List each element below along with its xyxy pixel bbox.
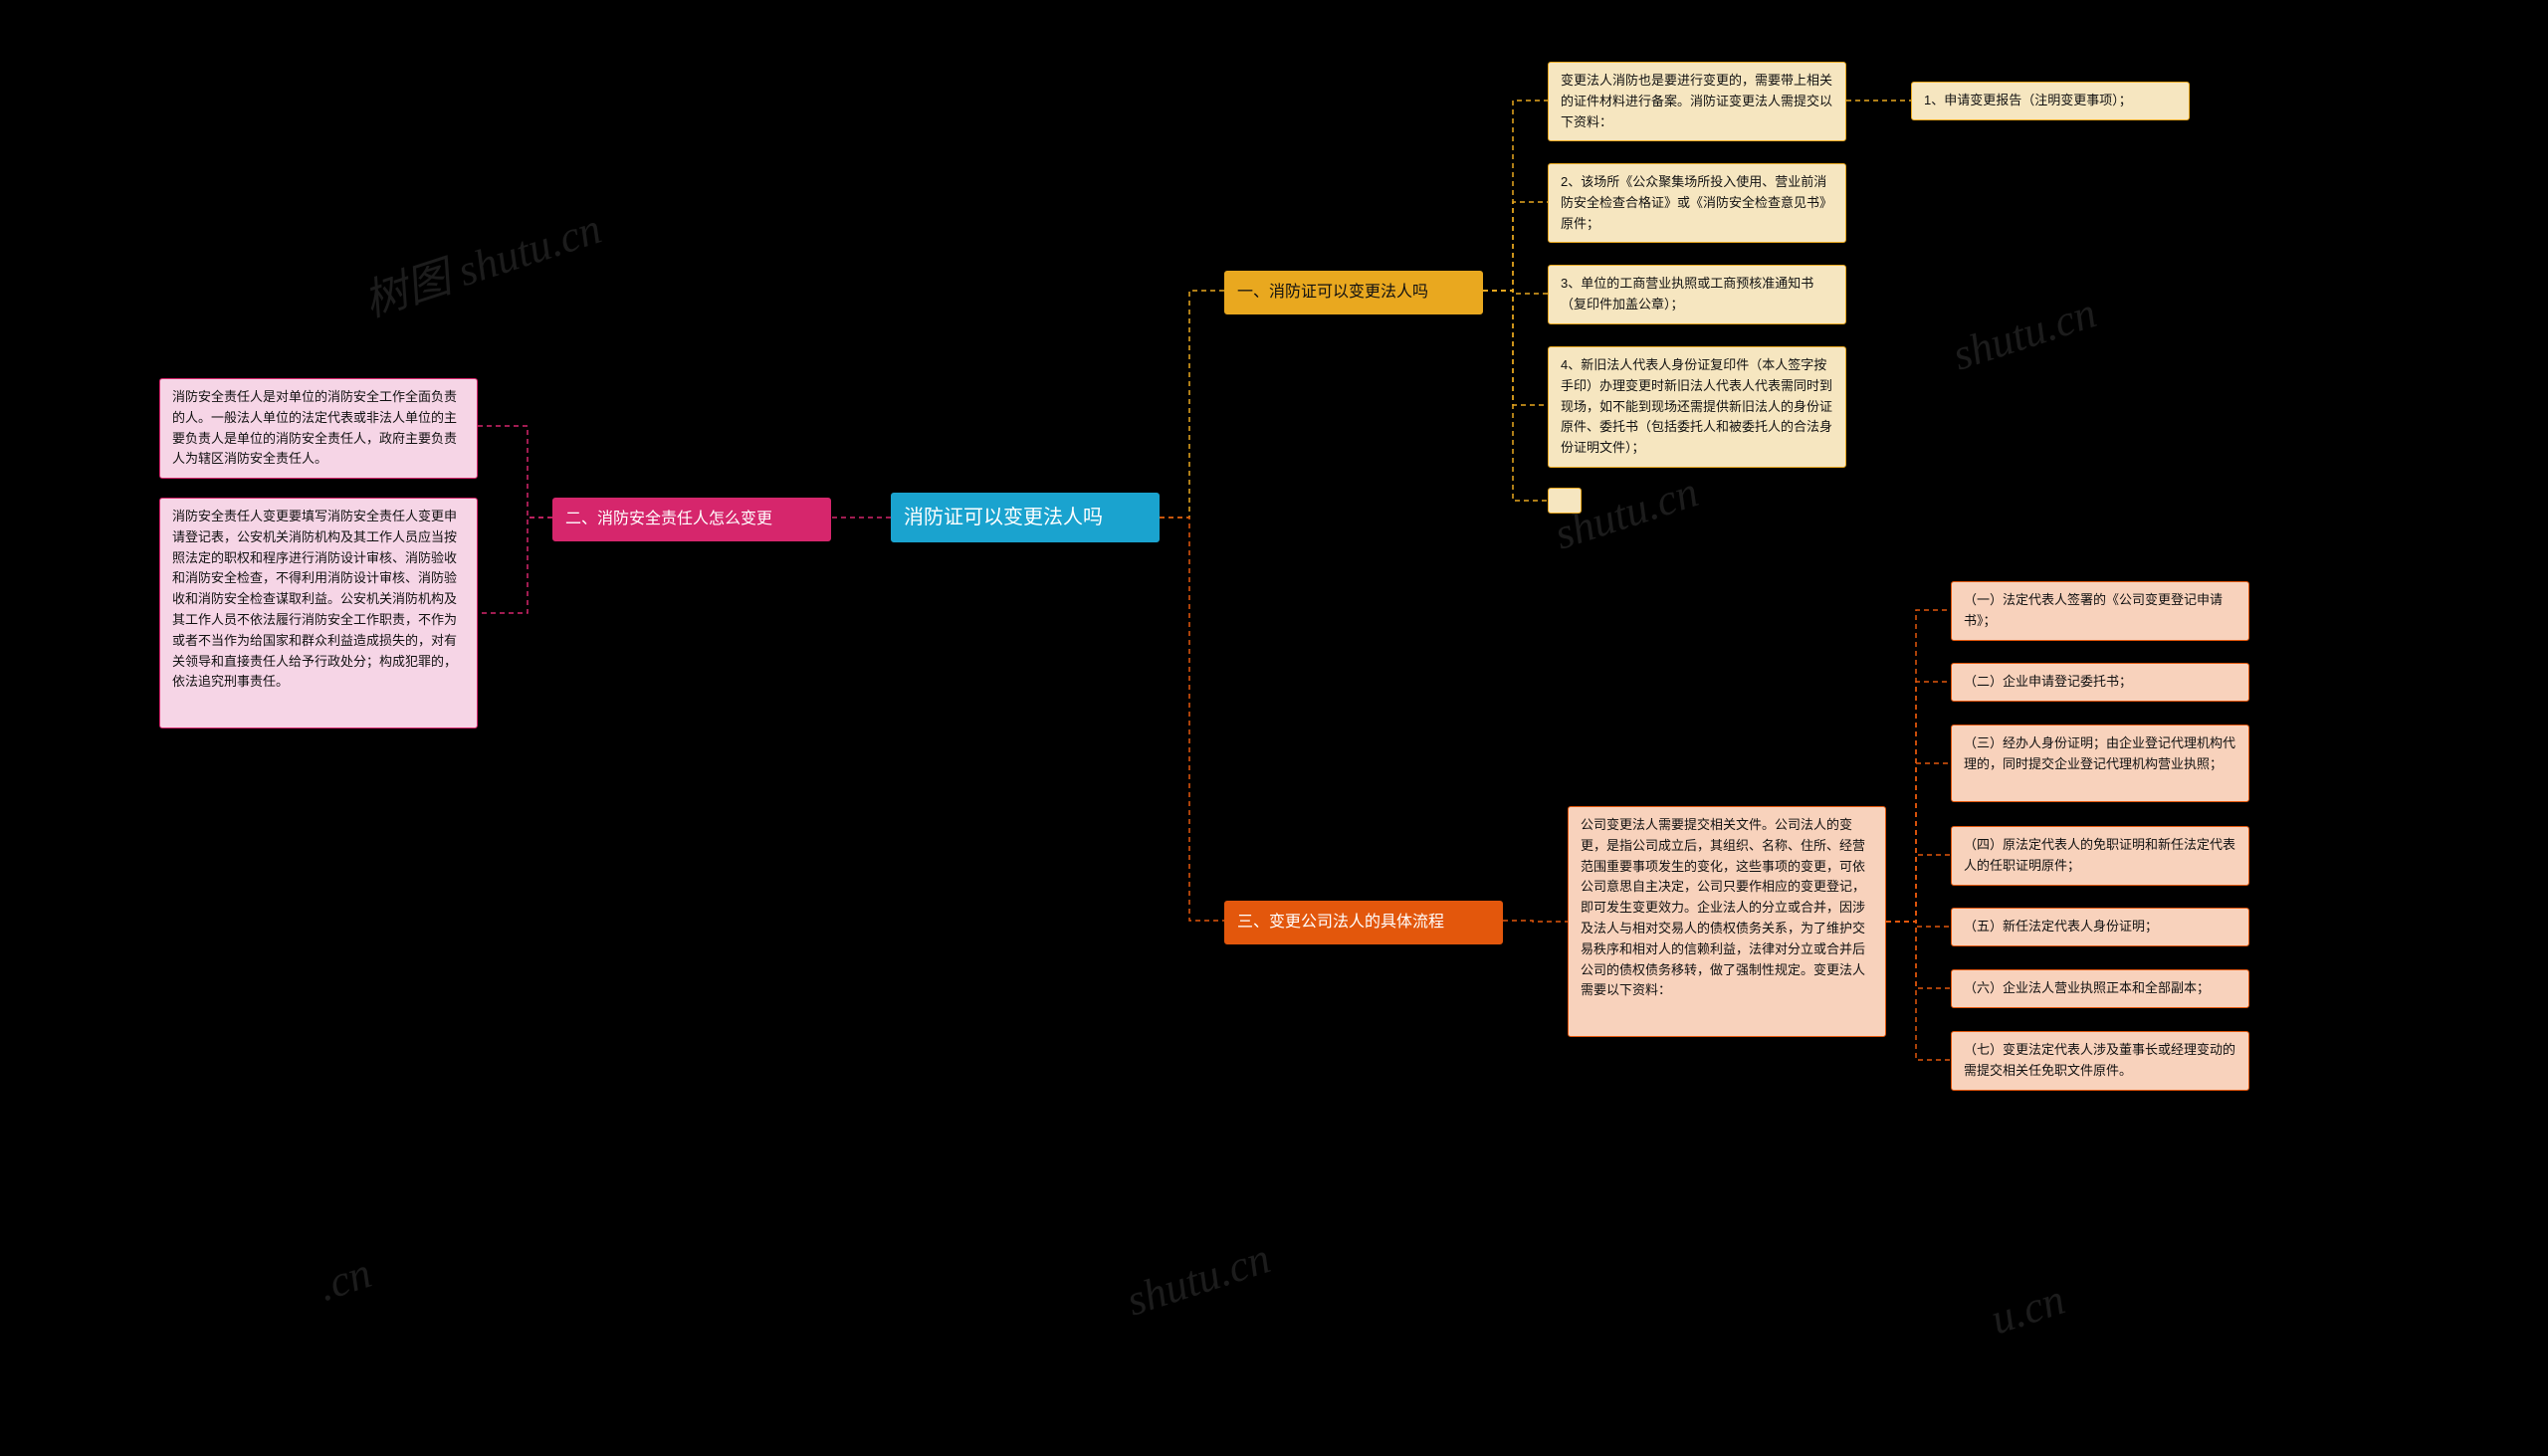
watermark: shutu.cn: [1947, 287, 2102, 380]
watermark: .cn: [312, 1247, 377, 1312]
branch-bottom-sub-3: （四）原法定代表人的免职证明和新任法定代表人的任职证明原件；: [1951, 826, 2249, 886]
root-node: 消防证可以变更法人吗: [891, 493, 1160, 542]
branch-bottom-sub-6: （七）变更法定代表人涉及董事长或经理变动的需提交相关任免职文件原件。: [1951, 1031, 2249, 1091]
watermark: shutu.cn: [1121, 1232, 1276, 1326]
watermark: u.cn: [1985, 1274, 2071, 1346]
branch-bottom-sub-5: （六）企业法人营业执照正本和全部副本；: [1951, 969, 2249, 1008]
branch-bottom-sub-1: （二）企业申请登记委托书；: [1951, 663, 2249, 702]
branch-top-child-0: 变更法人消防也是要进行变更的，需要带上相关的证件材料进行备案。消防证变更法人需提…: [1548, 62, 1846, 141]
watermark: 树图 shutu.cn: [354, 192, 608, 328]
branch-bottom-sub-2: （三）经办人身份证明；由企业登记代理机构代理的，同时提交企业登记代理机构营业执照…: [1951, 725, 2249, 802]
branch-top-child-1: 2、该场所《公众聚集场所投入使用、营业前消防安全检查合格证》或《消防安全检查意见…: [1548, 163, 1846, 243]
branch-bottom-title: 三、变更公司法人的具体流程: [1224, 901, 1503, 944]
branch-bottom-sub-0: （一）法定代表人签署的《公司变更登记申请书》；: [1951, 581, 2249, 641]
branch-top-child-3: 4、新旧法人代表人身份证复印件（本人签字按手印）办理变更时新旧法人代表人代表需同…: [1548, 346, 1846, 468]
branch-left-title: 二、消防安全责任人怎么变更: [552, 498, 831, 541]
branch-bottom-child: 公司变更法人需要提交相关文件。公司法人的变更，是指公司成立后，其组织、名称、住所…: [1568, 806, 1886, 1037]
branch-top-child-0-sub-0: 1、申请变更报告（注明变更事项）；: [1911, 82, 2190, 120]
branch-left-child-1: 消防安全责任人变更要填写消防安全责任人变更申请登记表，公安机关消防机构及其工作人…: [159, 498, 478, 728]
branch-top-title: 一、消防证可以变更法人吗: [1224, 271, 1483, 314]
branch-bottom-sub-4: （五）新任法定代表人身份证明；: [1951, 908, 2249, 946]
branch-left-child-0: 消防安全责任人是对单位的消防安全工作全面负责的人。一般法人单位的法定代表或非法人…: [159, 378, 478, 479]
branch-top-child-2: 3、单位的工商营业执照或工商预核准通知书（复印件加盖公章）；: [1548, 265, 1846, 324]
branch-top-child-4: [1548, 488, 1582, 514]
